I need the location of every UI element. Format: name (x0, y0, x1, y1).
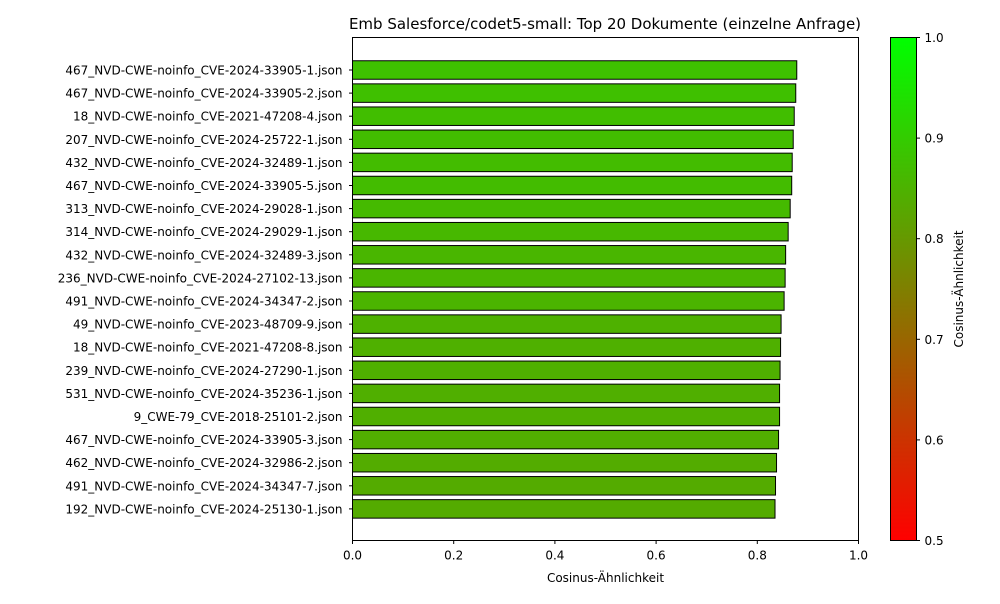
bar (352, 129, 794, 150)
y-tick-label: 314_NVD-CWE-noinfo_CVE-2024-29029-1.json (65, 225, 342, 239)
bar (352, 452, 778, 473)
y-tick-label: 49_NVD-CWE-noinfo_CVE-2023-48709-9.json (73, 318, 343, 332)
y-tick-label: 467_NVD-CWE-noinfo_CVE-2024-33905-3.json (65, 433, 342, 447)
x-axis: 0.0 0.2 0.4 0.6 0.8 1.0 (343, 540, 868, 563)
x-tick-label: 0.6 (647, 549, 666, 563)
colorbar-tick-label: 0.9 (925, 132, 944, 146)
bar (352, 383, 781, 404)
y-tick-label: 467_NVD-CWE-noinfo_CVE-2024-33905-1.json (65, 64, 342, 78)
y-tick-label: 491_NVD-CWE-noinfo_CVE-2024-34347-2.json (65, 295, 342, 309)
colorbar-tick-label: 0.8 (925, 232, 944, 246)
y-tick-label: 18_NVD-CWE-noinfo_CVE-2021-47208-8.json (73, 341, 343, 355)
y-tick-labels: 467_NVD-CWE-noinfo_CVE-2024-33905-1.json… (58, 64, 353, 516)
x-tick-label: 0.0 (343, 549, 362, 563)
bar (352, 106, 795, 126)
bar (352, 268, 786, 288)
colorbar-tick-label: 0.6 (925, 433, 944, 447)
bar (352, 83, 797, 103)
colorbar: 0.5 0.6 0.7 0.8 0.9 1.0 (890, 31, 944, 548)
colorbar-tick-label: 1.0 (925, 31, 944, 45)
bar (352, 291, 785, 311)
bar (352, 499, 776, 519)
bar (352, 406, 781, 427)
y-tick-label: 236_NVD-CWE-noinfo_CVE-2024-27102-13.jso… (58, 271, 343, 285)
y-tick-label: 531_NVD-CWE-noinfo_CVE-2024-35236-1.json (65, 387, 342, 401)
x-tick-label: 1.0 (849, 549, 868, 563)
bar (352, 314, 782, 334)
y-tick-label: 192_NVD-CWE-noinfo_CVE-2024-25130-1.json (65, 502, 342, 516)
y-tick-label: 207_NVD-CWE-noinfo_CVE-2024-25722-1.json (65, 133, 342, 147)
x-tick-label: 0.2 (444, 549, 463, 563)
bar (352, 198, 791, 219)
x-tick-label: 0.8 (748, 549, 767, 563)
x-tick-label: 0.4 (545, 549, 564, 563)
chart-title: Emb Salesforce/codet5-small: Top 20 Doku… (349, 15, 861, 33)
bar (352, 337, 782, 357)
colorbar-label: Cosinus-Ähnlichkeit (951, 230, 966, 347)
y-tick-label: 467_NVD-CWE-noinfo_CVE-2024-33905-5.json (65, 179, 342, 193)
y-tick-label: 432_NVD-CWE-noinfo_CVE-2024-32489-1.json (65, 156, 342, 170)
bar (352, 175, 793, 196)
bar (352, 360, 781, 381)
colorbar-tick-label: 0.5 (925, 534, 944, 548)
y-tick-label: 9_CWE-79_CVE-2018-25101-2.json (134, 410, 343, 424)
bar (352, 152, 793, 173)
bar (352, 429, 780, 450)
y-tick-label: 462_NVD-CWE-noinfo_CVE-2024-32986-2.json (65, 456, 342, 470)
y-tick-label: 239_NVD-CWE-noinfo_CVE-2024-27290-1.json (65, 364, 342, 378)
bar (352, 60, 798, 80)
x-axis-label: Cosinus-Ähnlichkeit (547, 570, 664, 585)
y-tick-label: 432_NVD-CWE-noinfo_CVE-2024-32489-3.json (65, 248, 342, 262)
colorbar-tick-label: 0.7 (925, 333, 944, 347)
y-tick-label: 491_NVD-CWE-noinfo_CVE-2024-34347-7.json (65, 479, 342, 493)
bars-layer (352, 60, 798, 519)
y-tick-label: 18_NVD-CWE-noinfo_CVE-2021-47208-4.json (73, 110, 343, 124)
y-tick-label: 467_NVD-CWE-noinfo_CVE-2024-33905-2.json (65, 87, 342, 101)
bar (352, 245, 787, 265)
colorbar-gradient (890, 37, 917, 541)
y-tick-label: 313_NVD-CWE-noinfo_CVE-2024-29028-1.json (65, 202, 342, 216)
plot-frame (352, 37, 859, 541)
bar (352, 221, 789, 242)
bar (352, 476, 777, 496)
